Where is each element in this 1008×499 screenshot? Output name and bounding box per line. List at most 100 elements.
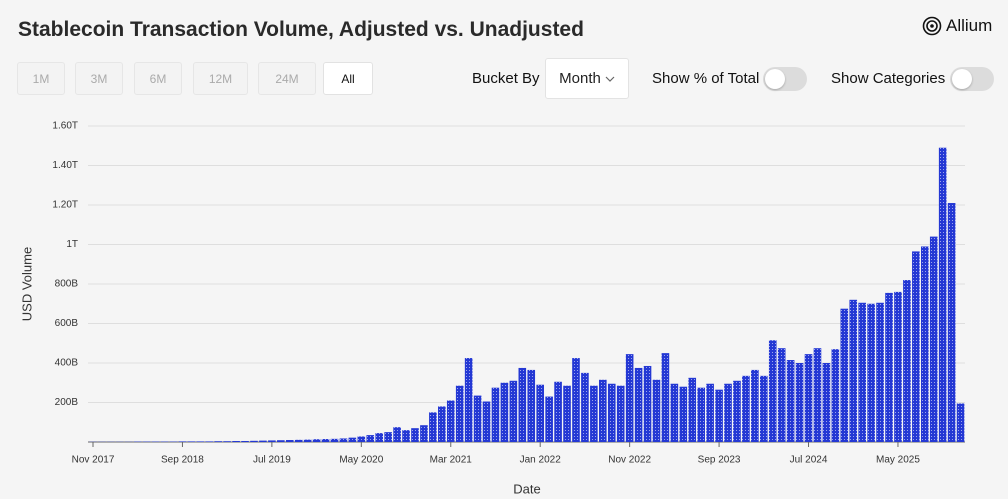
logo-icon xyxy=(922,16,942,36)
y-tick-label: 1.60T xyxy=(52,121,78,132)
logo: Allium xyxy=(922,16,992,36)
y-tick-label: 1.40T xyxy=(52,160,78,171)
bar xyxy=(697,387,705,442)
bar xyxy=(241,441,249,442)
bar xyxy=(643,365,652,442)
bar xyxy=(455,385,464,442)
bar xyxy=(545,396,553,442)
bar xyxy=(268,440,276,442)
bar xyxy=(366,435,375,442)
bar xyxy=(178,441,187,442)
bar xyxy=(223,441,231,442)
bar xyxy=(813,348,822,442)
bar xyxy=(330,438,339,442)
y-tick-label: 200B xyxy=(55,397,79,408)
bar xyxy=(786,360,795,442)
bar xyxy=(822,363,831,442)
bar xyxy=(715,389,723,442)
bar xyxy=(867,303,875,442)
bar xyxy=(670,383,679,442)
y-tick-label: 600B xyxy=(55,318,79,329)
x-tick-label: Jul 2019 xyxy=(253,455,291,466)
x-tick-label: May 2025 xyxy=(876,455,920,466)
bar xyxy=(947,203,956,442)
bar xyxy=(482,401,491,442)
bar xyxy=(536,384,544,442)
range-button[interactable]: All xyxy=(323,62,373,95)
bar xyxy=(312,439,321,442)
chart-title: Stablecoin Transaction Volume, Adjusted … xyxy=(18,18,584,41)
range-button[interactable]: 24M xyxy=(258,62,316,95)
bar xyxy=(446,400,455,442)
bar xyxy=(429,412,437,442)
bar xyxy=(894,291,902,442)
bar xyxy=(402,430,410,442)
bar xyxy=(804,354,813,442)
bar xyxy=(938,147,947,442)
x-axis-title: Date xyxy=(513,481,540,496)
bar xyxy=(232,441,240,442)
bar xyxy=(205,441,214,442)
toggle-label: Show Categories xyxy=(831,70,946,87)
bar xyxy=(563,385,571,442)
x-tick-label: Nov 2022 xyxy=(608,455,651,466)
bar xyxy=(724,383,732,442)
bar xyxy=(411,428,419,442)
range-button[interactable]: 3M xyxy=(75,62,123,95)
toggle-label: Show % of Total xyxy=(652,70,760,87)
x-tick-label: Sep 2023 xyxy=(698,455,741,466)
bar xyxy=(599,379,607,442)
bucket-dropdown[interactable]: Month xyxy=(545,58,629,99)
bar xyxy=(849,299,858,442)
bar xyxy=(518,367,527,442)
bar xyxy=(572,358,580,442)
range-button[interactable]: 6M xyxy=(134,62,182,95)
bar xyxy=(760,375,768,442)
bar xyxy=(464,358,473,442)
bar xyxy=(303,439,312,442)
bar xyxy=(831,349,840,442)
x-tick-label: Jan 2022 xyxy=(520,455,562,466)
bar xyxy=(733,380,741,442)
bar xyxy=(473,395,482,442)
bar xyxy=(527,369,536,442)
y-tick-label: 1T xyxy=(66,239,78,250)
bar xyxy=(500,382,509,442)
range-button[interactable]: 1M xyxy=(17,62,65,95)
bar xyxy=(214,441,223,442)
bar xyxy=(777,348,786,442)
bar xyxy=(903,280,911,442)
bar xyxy=(679,386,688,442)
logo-text: Allium xyxy=(946,16,993,35)
y-tick-label: 1.20T xyxy=(52,200,78,211)
bar xyxy=(634,367,643,442)
bar xyxy=(795,363,804,442)
bar xyxy=(277,440,285,442)
x-tick-label: Mar 2021 xyxy=(430,455,473,466)
bar xyxy=(688,377,697,442)
x-tick-label: Jul 2024 xyxy=(790,455,828,466)
y-tick-label: 400B xyxy=(55,358,79,369)
range-button[interactable]: 12M xyxy=(193,62,248,95)
bar xyxy=(912,251,920,442)
bar xyxy=(384,432,392,442)
bar xyxy=(348,437,357,442)
toggle-switch[interactable] xyxy=(763,67,807,91)
bar xyxy=(751,369,759,442)
bar xyxy=(339,438,348,442)
bar xyxy=(706,383,714,442)
dropdown-value: Month xyxy=(559,70,601,87)
bar xyxy=(858,302,866,442)
bar xyxy=(625,354,634,442)
chevron xyxy=(605,76,615,82)
bar xyxy=(876,302,884,442)
bar xyxy=(491,387,500,442)
bar xyxy=(616,385,625,442)
bar xyxy=(393,427,401,442)
y-tick-label: 800B xyxy=(55,279,79,290)
toggle-switch[interactable] xyxy=(950,67,994,91)
bar xyxy=(768,340,777,442)
bar xyxy=(294,439,303,442)
